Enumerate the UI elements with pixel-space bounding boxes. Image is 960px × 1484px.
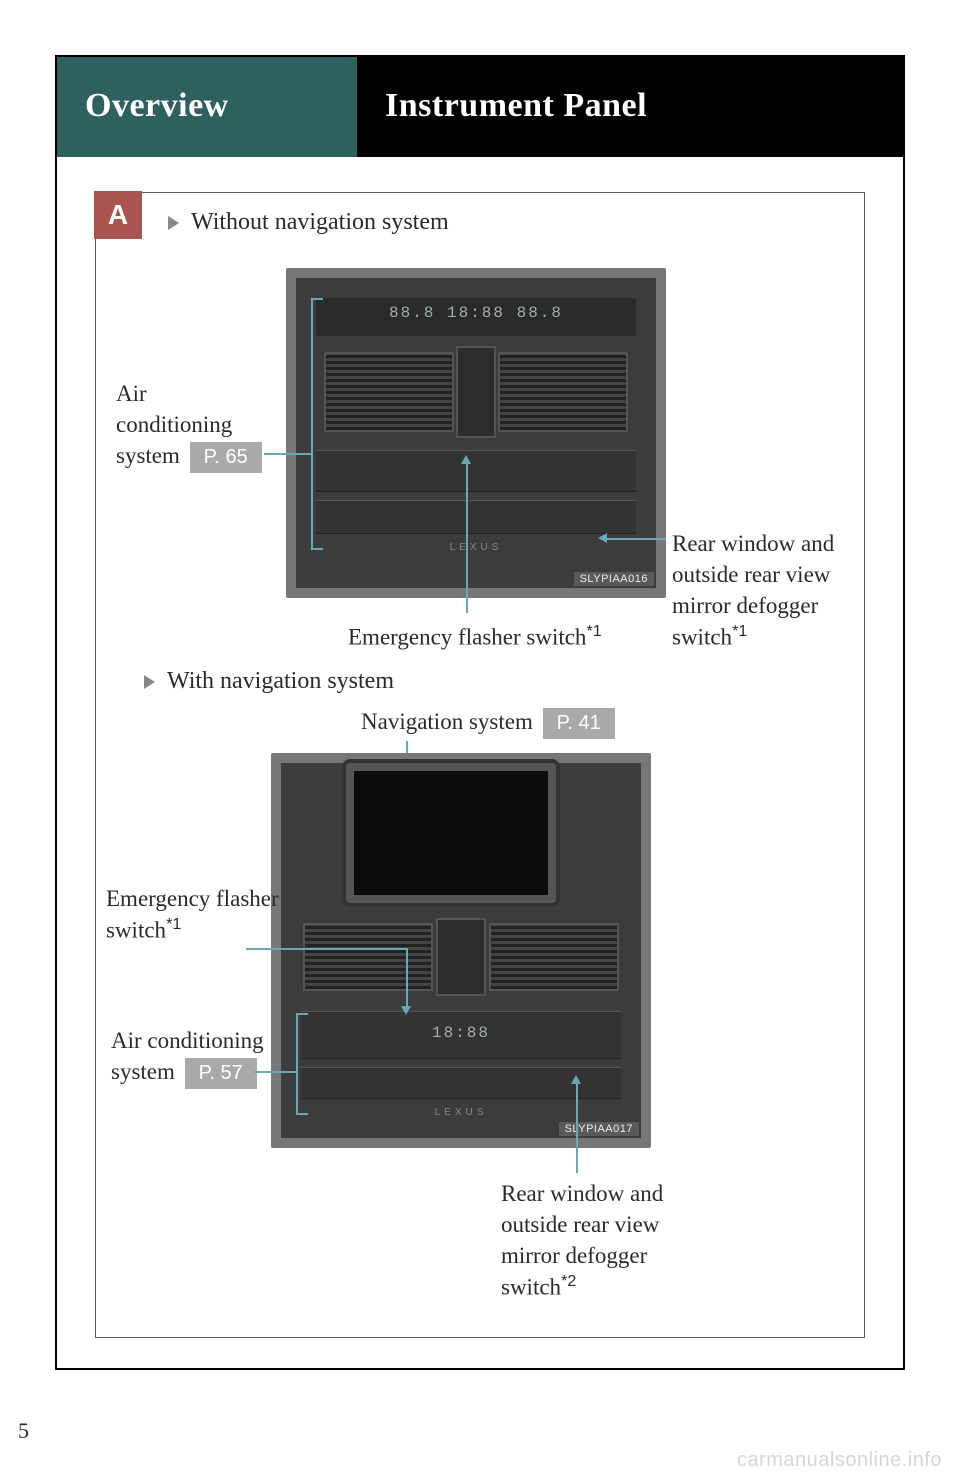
leader-ac2-bracket	[296, 1013, 298, 1113]
callout-flasher-1: Emergency flasher switch*1	[348, 621, 602, 653]
callout-defogger-2: Rear window and outside rear view mirror…	[501, 1178, 701, 1303]
dashboard-image-1: 88.8 18:88 88.8 LEXUS SLYPIAA016	[286, 268, 666, 598]
def2-sup: *2	[561, 1272, 576, 1290]
display-readout-1: 88.8 18:88 88.8	[316, 304, 636, 322]
page-ref-ac-2[interactable]: P. 57	[185, 1058, 257, 1089]
vent-right-1	[498, 352, 628, 432]
button-row-2a: 18:88	[301, 1011, 621, 1059]
outer-frame: Overview Instrument Panel A Without navi…	[55, 55, 905, 1370]
callout-ac-1: Air conditioning system P. 65	[116, 378, 276, 473]
triangle-bullet-icon-2	[144, 675, 155, 689]
leader-ac2-cap-top	[296, 1013, 308, 1015]
vent-left-1	[324, 352, 454, 432]
leader-flasher2-arrow	[401, 1006, 411, 1015]
ac1-line2: conditioning	[116, 412, 232, 437]
leader-ac2-h	[254, 1071, 296, 1073]
leader-ac2-cap-bot	[296, 1113, 308, 1115]
ac1-line3: system	[116, 443, 180, 468]
callout-flasher-2: Emergency flasher switch*1	[106, 883, 306, 946]
vent-center-2	[436, 918, 486, 996]
vent-left-2	[303, 923, 433, 991]
def2-l4: switch	[501, 1275, 561, 1300]
page-number: 5	[18, 1418, 29, 1444]
leader-ac1-bracket	[311, 298, 313, 548]
leader-flasher1-v	[466, 463, 468, 613]
def2-l2: outside rear view	[501, 1212, 659, 1237]
content-frame: A Without navigation system 88.8 18:88 8…	[95, 192, 865, 1338]
def1-l1: Rear window and	[672, 531, 834, 556]
section2-heading: With navigation system	[144, 668, 394, 695]
nav-label: Navigation system	[361, 709, 533, 734]
button-row-1b	[316, 500, 636, 534]
button-row-1a	[316, 450, 636, 492]
leader-ac1-h	[264, 453, 311, 455]
ac1-line1: Air	[116, 381, 147, 406]
leader-def2-v	[576, 1083, 578, 1173]
leader-flasher1-arrow	[461, 455, 471, 464]
ac2-l1: Air conditioning	[111, 1028, 264, 1053]
def1-l2: outside rear view	[672, 562, 830, 587]
vent-center-1	[456, 346, 496, 438]
logo-2: LEXUS	[281, 1107, 641, 1118]
leader-def1-arrow	[598, 533, 607, 543]
watermark: carmanualsonline.info	[737, 1449, 942, 1472]
callout-nav: Navigation system P. 41	[361, 706, 615, 739]
ac2-l2: system	[111, 1059, 175, 1084]
flasher2-l1: Emergency flasher	[106, 886, 279, 911]
callout-ac-2: Air conditioning system P. 57	[111, 1025, 301, 1089]
flasher1-sup: *1	[586, 622, 601, 640]
def2-l3: mirror defogger	[501, 1243, 647, 1268]
dashboard-image-2: 18:88 LEXUS SLYPIAA017	[271, 753, 651, 1148]
nav-screen	[346, 763, 556, 903]
header-band: Overview Instrument Panel	[57, 57, 903, 157]
display-strip-1: 88.8 18:88 88.8	[316, 298, 636, 336]
section2-title: With navigation system	[167, 668, 394, 695]
section1-title: Without navigation system	[191, 209, 449, 236]
callout-defogger-1: Rear window and outside rear view mirror…	[672, 528, 862, 653]
def1-l4: switch	[672, 625, 732, 650]
vent-right-2	[489, 923, 619, 991]
image-code-2: SLYPIAA017	[559, 1122, 639, 1136]
header-overview: Overview	[57, 57, 357, 157]
def1-sup: *1	[732, 622, 747, 640]
flasher1-label: Emergency flasher switch	[348, 625, 586, 650]
page-ref-ac-1[interactable]: P. 65	[190, 442, 262, 473]
image-code-1: SLYPIAA016	[574, 572, 654, 586]
def1-l3: mirror defogger	[672, 593, 818, 618]
page-ref-nav[interactable]: P. 41	[543, 708, 615, 739]
tab-letter-a: A	[94, 191, 142, 239]
leader-flasher2-h	[246, 948, 406, 950]
page: Overview Instrument Panel A Without navi…	[0, 0, 960, 1484]
leader-flasher2-v	[406, 948, 408, 1008]
flasher2-sup: *1	[166, 915, 181, 933]
flasher2-l2: switch	[106, 918, 166, 943]
leader-ac1-cap-top	[311, 298, 323, 300]
leader-def1-h	[606, 538, 666, 540]
section1-heading: Without navigation system	[168, 209, 449, 236]
leader-def2-arrow	[571, 1075, 581, 1084]
display-readout-2: 18:88	[301, 1012, 621, 1042]
header-instrument-panel: Instrument Panel	[357, 57, 903, 157]
triangle-bullet-icon	[168, 216, 179, 230]
def2-l1: Rear window and	[501, 1181, 663, 1206]
logo-1: LEXUS	[296, 542, 656, 553]
leader-ac1-cap-bot	[311, 548, 323, 550]
